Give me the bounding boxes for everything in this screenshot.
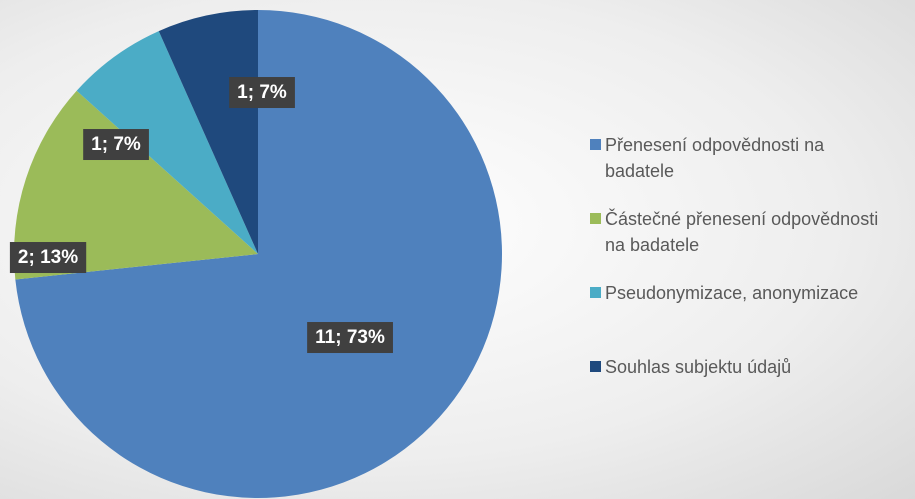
legend-label: Přenesení odpovědnosti na badatele bbox=[605, 135, 825, 181]
legend: Přenesení odpovědnosti na badatele Částeč… bbox=[590, 132, 910, 428]
pie-slice bbox=[15, 10, 503, 498]
legend-item: Přenesení odpovědnosti na badatele bbox=[590, 132, 910, 206]
data-label-box bbox=[307, 322, 393, 354]
data-label: 2; 13% bbox=[18, 247, 78, 268]
legend-swatch bbox=[590, 361, 601, 372]
pie-slice bbox=[76, 31, 258, 254]
pie-slice bbox=[14, 90, 259, 280]
legend-swatch bbox=[590, 139, 601, 150]
legend-label: Pseudonymizace, anonymizace bbox=[605, 283, 859, 303]
data-label: 1; 7% bbox=[237, 82, 287, 103]
legend-item: Částečné přenesení odpovědnosti na badat… bbox=[590, 206, 910, 280]
legend-label: Souhlas subjektu údajů bbox=[605, 357, 792, 377]
data-label-box bbox=[229, 77, 295, 109]
data-label-box bbox=[9, 242, 87, 274]
data-label-box bbox=[83, 129, 149, 161]
data-label: 11; 73% bbox=[315, 327, 385, 348]
pie-slice bbox=[158, 10, 258, 254]
legend-label: Částečné přenesení odpovědnosti na badat… bbox=[605, 209, 879, 255]
legend-swatch bbox=[590, 213, 601, 224]
legend-item: Pseudonymizace, anonymizace bbox=[590, 280, 910, 354]
legend-item: Souhlas subjektu údajů bbox=[590, 354, 910, 428]
legend-swatch bbox=[590, 287, 601, 298]
data-label: 1; 7% bbox=[91, 134, 141, 155]
